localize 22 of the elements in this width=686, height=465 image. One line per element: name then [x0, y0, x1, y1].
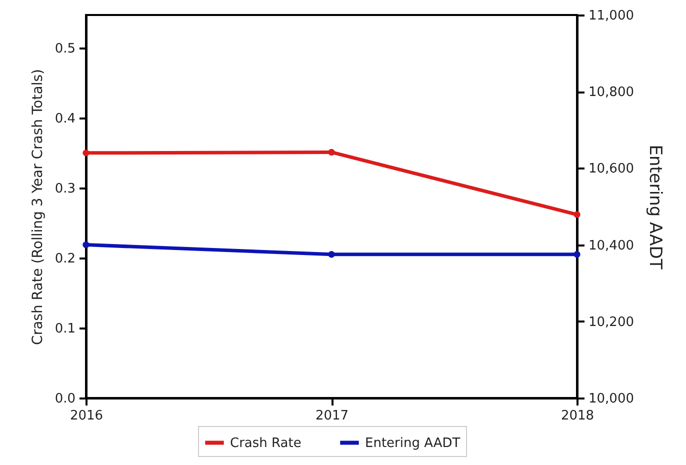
- legend-label: Entering AADT: [365, 436, 460, 451]
- y2-tick-label: 11,000: [588, 8, 634, 24]
- y2-tick-label: 10,200: [588, 314, 634, 330]
- y-tick-label: 0.4: [54, 111, 76, 126]
- point: [574, 211, 580, 218]
- x-tick-label: 2018: [560, 408, 594, 424]
- legend-label: Crash Rate: [230, 436, 302, 451]
- y2-tick-label: 10,400: [588, 238, 634, 254]
- y2-axis-title: Entering AADT: [644, 144, 665, 270]
- y-tick-label: 0.0: [54, 392, 76, 406]
- point: [82, 150, 90, 156]
- y2-tick-label: 10,000: [588, 392, 634, 406]
- x-tick-label: 2017: [315, 408, 349, 424]
- y-tick-label: 0.2: [54, 251, 76, 266]
- y-tick-label: 0.1: [54, 321, 76, 336]
- y2-tick-label: 10,800: [588, 85, 634, 100]
- y-tick-label: 0.5: [54, 41, 76, 56]
- y-tick-label: 0.3: [54, 181, 76, 196]
- y2-tick-label: 10,600: [588, 162, 634, 177]
- y-axis-title: Crash Rate (Rolling 3 Year Crash Totals): [30, 69, 46, 345]
- point: [328, 148, 335, 156]
- x-tick-label: 2016: [70, 408, 104, 424]
